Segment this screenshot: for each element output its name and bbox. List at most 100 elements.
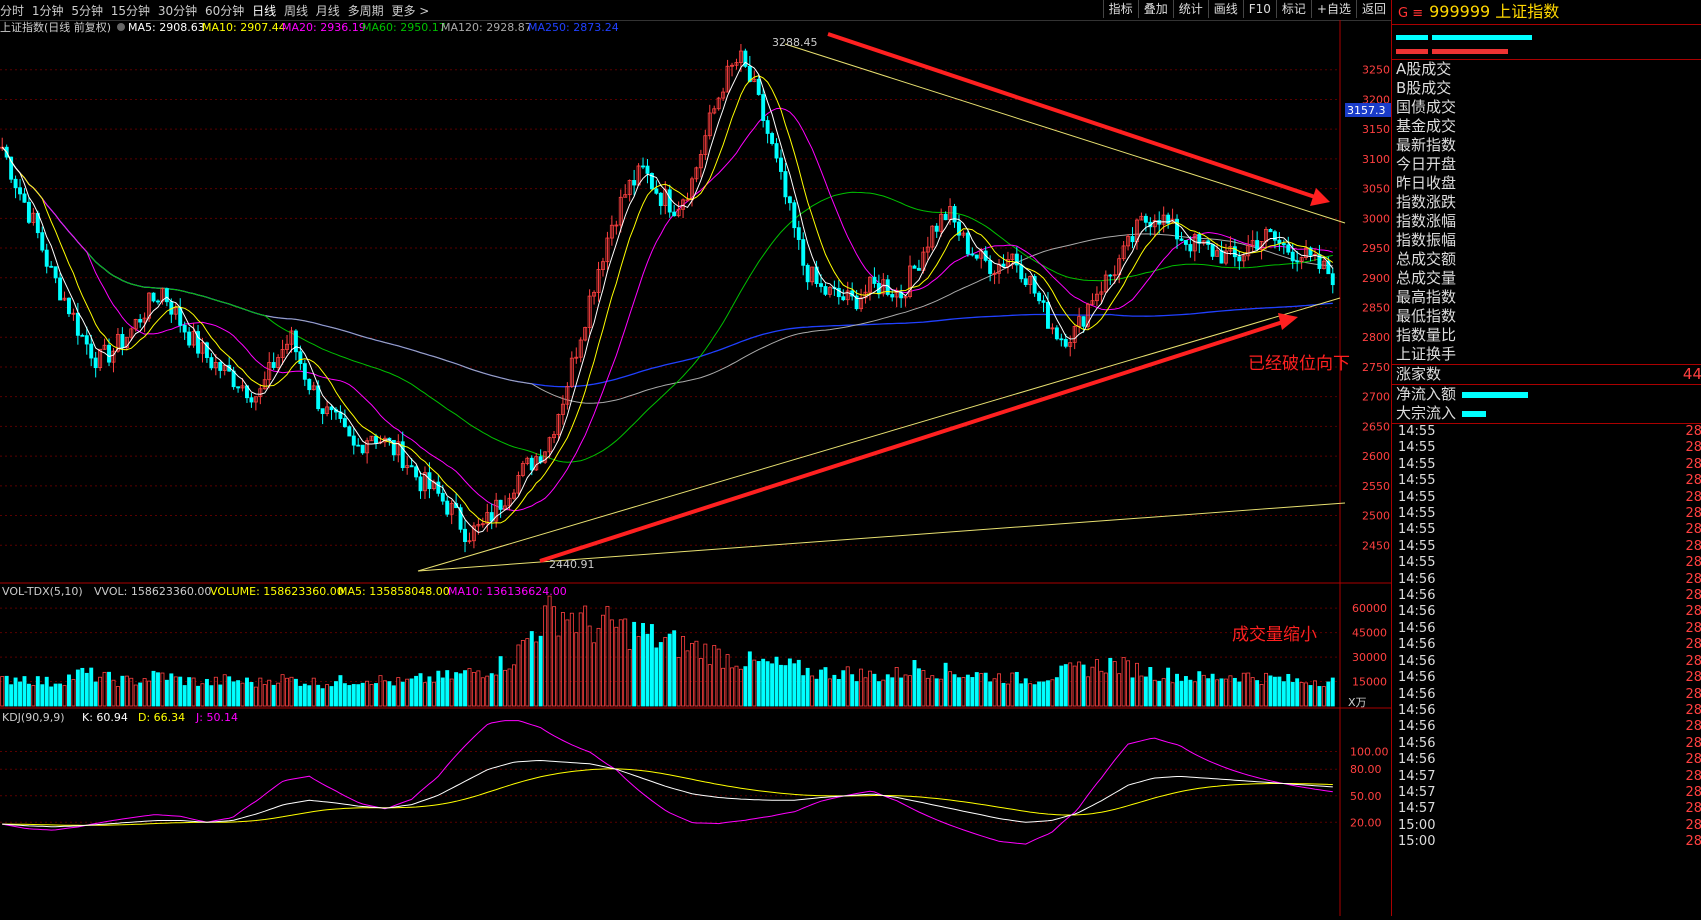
tab-fenshi[interactable]: 分时 <box>0 4 25 18</box>
tab-weekly[interactable]: 周线 <box>283 4 308 18</box>
volume-bar <box>538 635 543 707</box>
volume-bar <box>1246 672 1251 707</box>
candle <box>71 312 76 315</box>
tick-price: 28 <box>1685 489 1701 505</box>
volume-bar <box>369 684 374 707</box>
volume-bar <box>930 675 935 707</box>
tick-time: 14:55 <box>1398 506 1436 522</box>
candle <box>1161 214 1166 225</box>
volume-bar <box>885 674 890 707</box>
candle <box>129 328 134 338</box>
volume-bar <box>525 638 530 707</box>
tab-multi-period[interactable]: 多周期 <box>347 4 384 18</box>
volume-bar <box>414 675 419 707</box>
candle <box>632 180 637 186</box>
volume-bar <box>1241 672 1246 707</box>
volume-bar <box>690 642 694 707</box>
tick-price: 28 <box>1685 801 1701 817</box>
candle <box>743 50 748 67</box>
legend-ma120: MA120: 2928.87 <box>441 21 532 34</box>
volume-bar <box>151 670 156 707</box>
candle <box>934 225 939 232</box>
volume-bar <box>213 676 218 707</box>
candle <box>516 475 521 494</box>
volume-bar <box>974 672 979 707</box>
volume-bar <box>863 677 868 707</box>
draw-line-button[interactable]: 画线 <box>1207 0 1243 18</box>
stats-button[interactable]: 统计 <box>1172 0 1208 18</box>
quote-field-label: 最高指数 <box>1396 288 1457 306</box>
candle <box>627 180 632 196</box>
overlay-button[interactable]: 叠加 <box>1137 0 1173 18</box>
tab-5min[interactable]: 5分钟 <box>71 4 103 18</box>
candle <box>236 386 241 389</box>
tab-daily[interactable]: 日线 <box>252 4 277 18</box>
candle <box>1059 338 1064 341</box>
bar-segment <box>1396 35 1428 40</box>
vol-legend-name: VOL-TDX(5,10) <box>2 585 83 598</box>
tick-row: 14:57 28 <box>1392 769 1701 785</box>
volume-bar <box>578 612 583 707</box>
f10-button[interactable]: F10 <box>1242 0 1276 18</box>
tab-30min[interactable]: 30分钟 <box>157 4 198 18</box>
tick-time: 14:55 <box>1398 538 1436 554</box>
volume-bar <box>40 684 45 707</box>
volume-bar <box>1010 672 1015 707</box>
volume-bar <box>627 649 632 707</box>
block-inflow-label: 大宗流入 <box>1396 404 1457 422</box>
quote-field-label: 指数涨幅 <box>1396 212 1457 230</box>
volume-bar <box>961 677 966 707</box>
volume-bar <box>814 678 819 707</box>
volume-bar <box>1112 661 1117 707</box>
candle <box>1112 274 1117 277</box>
volume-bar <box>836 679 841 707</box>
tab-1min[interactable]: 1分钟 <box>31 4 64 18</box>
kline-chart-svg[interactable]: 2450 2500 2550 2600 2650 2700 2750 2800 2850 2900… <box>0 20 1391 916</box>
back-button[interactable]: 返回 <box>1355 0 1391 18</box>
tick-time: 15:00 <box>1398 817 1436 833</box>
chart-area[interactable]: 2450 2500 2550 2600 2650 2700 2750 2800 2850 2900… <box>0 20 1391 916</box>
tab-60min[interactable]: 60分钟 <box>205 4 245 18</box>
candle <box>836 287 841 298</box>
trend-line-resistance <box>784 43 1346 224</box>
rising-count-row: 涨家数 44 <box>1392 364 1701 385</box>
indicator-button[interactable]: 指标 <box>1102 0 1138 18</box>
tab-monthly[interactable]: 月线 <box>315 4 340 18</box>
legend-ma250: MA250: 2873.24 <box>528 21 619 34</box>
add-watchlist-button[interactable]: +自选 <box>1310 0 1356 18</box>
candle <box>200 342 205 354</box>
volume-bar <box>129 677 134 707</box>
tick-list[interactable]: 14:55 28 14:55 28 14:55 28 14:55 28 14:55 28 14:55… <box>1392 424 1701 851</box>
tab-15min[interactable]: 15分钟 <box>110 4 151 18</box>
volume-bar <box>1081 664 1086 707</box>
volume-bars <box>0 595 1335 707</box>
candle <box>240 385 245 389</box>
candle <box>467 540 472 543</box>
volume-bar <box>970 677 975 707</box>
volume-bar <box>320 688 325 707</box>
candle <box>427 472 432 490</box>
volume-bar <box>1126 660 1131 707</box>
volume-bar <box>1028 683 1033 707</box>
candle <box>1130 236 1135 243</box>
volume-bar <box>1299 681 1304 707</box>
candle <box>681 199 686 210</box>
candle <box>894 292 899 298</box>
candle <box>463 528 467 542</box>
tick-price: 28 <box>1685 719 1701 735</box>
tab-more[interactable]: 更多 > <box>391 4 430 18</box>
tick-time: 14:56 <box>1398 620 1436 636</box>
quote-field-label: A股成交 <box>1396 60 1452 78</box>
kdj-j-line <box>2 720 1333 845</box>
volume-bar <box>1224 678 1228 707</box>
mark-button[interactable]: 标记 <box>1275 0 1311 18</box>
candle <box>400 441 405 469</box>
volume-bar <box>325 684 330 707</box>
legend-settings-icon[interactable] <box>117 23 125 31</box>
volume-bar <box>512 664 516 707</box>
volume-bar <box>253 686 258 707</box>
quote-menu-icon[interactable]: G ≡ <box>1398 6 1424 21</box>
candle <box>1175 218 1179 240</box>
price-tick-label: 2700 <box>1362 391 1390 404</box>
candle <box>31 212 36 223</box>
